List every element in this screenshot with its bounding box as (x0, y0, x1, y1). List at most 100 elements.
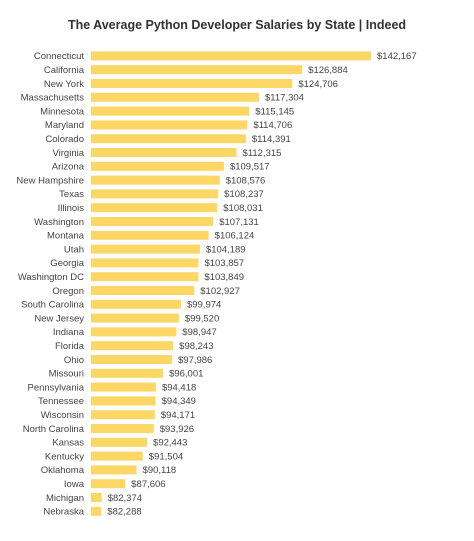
category-label-virginia: Virginia (52, 148, 84, 159)
bar-washington-dc (91, 272, 199, 282)
value-label-washington-dc: $103,849 (204, 272, 244, 283)
chart-title: The Average Python Developer Salaries by… (67, 18, 407, 32)
value-label-michigan: $82,374 (108, 493, 142, 504)
bar-oregon (91, 286, 195, 295)
bar-indiana (91, 327, 177, 337)
value-label-kentucky: $91,504 (149, 451, 183, 462)
value-label-oklahoma: $90,118 (143, 465, 177, 476)
value-label-wisconsin: $94,171 (161, 410, 195, 421)
category-label-tennessee: Tennessee (38, 396, 84, 407)
value-label-utah: $104,189 (206, 244, 246, 255)
category-label-new-jersey: New Jersey (34, 313, 84, 324)
bar-missouri (91, 368, 164, 378)
value-label-missouri: $96,001 (169, 369, 203, 380)
bar-utah (91, 244, 200, 254)
category-label-oklahoma: Oklahoma (41, 465, 85, 476)
category-label-indiana: Indiana (53, 327, 85, 338)
category-label-wisconsin: Wisconsin (41, 410, 84, 421)
value-label-florida: $98,243 (179, 341, 213, 352)
bar-kentucky (91, 451, 143, 461)
category-label-kentucky: Kentucky (45, 451, 84, 462)
category-label-montana: Montana (47, 231, 85, 242)
category-label-utah: Utah (64, 244, 84, 255)
bar-kansas (91, 437, 148, 447)
category-label-new-york: New York (44, 79, 84, 90)
bar-pennsylvania (91, 382, 156, 392)
bar-maryland (91, 120, 248, 130)
bar-massachusetts (91, 92, 260, 102)
value-label-south-carolina: $99,974 (187, 300, 221, 311)
category-label-colorado: Colorado (45, 134, 84, 145)
category-label-washington-dc: Washington DC (18, 272, 84, 283)
category-label-massachusetts: Massachusetts (21, 93, 85, 104)
bar-washington (91, 217, 214, 226)
bar-texas (91, 189, 219, 199)
bar-north-carolina (91, 424, 154, 433)
category-label-connecticut: Connecticut (34, 51, 85, 62)
value-label-north-carolina: $93,926 (160, 424, 194, 435)
value-label-washington: $107,131 (219, 217, 259, 228)
value-label-illinois: $108,031 (223, 203, 263, 214)
category-label-texas: Texas (59, 189, 84, 200)
category-label-kansas: Kansas (52, 438, 84, 449)
bar-colorado (91, 134, 246, 144)
bar-california (91, 65, 303, 75)
value-label-pennsylvania: $94,418 (162, 382, 196, 393)
bar-new-jersey (91, 313, 179, 323)
category-label-georgia: Georgia (50, 258, 85, 269)
bar-virginia (91, 148, 237, 157)
value-label-montana: $106,124 (215, 231, 255, 242)
bar-illinois (91, 203, 218, 213)
value-label-california: $126,884 (308, 65, 348, 76)
bar-wisconsin (91, 410, 155, 420)
bar-minnesota (91, 106, 250, 116)
category-label-new-hampshire: New Hampshire (16, 175, 84, 186)
value-label-new-hampshire: $108,576 (226, 175, 266, 186)
category-label-oregon: Oregon (52, 286, 84, 297)
value-label-oregon: $102,927 (200, 286, 240, 297)
value-label-maryland: $114,706 (253, 120, 292, 131)
value-label-virginia: $112,315 (243, 148, 282, 159)
bar-georgia (91, 258, 199, 268)
bar-montana (91, 230, 209, 240)
category-label-michigan: Michigan (46, 493, 84, 504)
value-label-connecticut: $142,167 (377, 51, 417, 62)
bar-connecticut (91, 51, 371, 61)
category-label-arizona: Arizona (52, 162, 85, 173)
value-label-arizona: $109,517 (230, 162, 270, 173)
category-label-maryland: Maryland (45, 120, 84, 131)
bar-nebraska (91, 506, 102, 516)
category-label-north-carolina: North Carolina (23, 424, 85, 435)
bar-michigan (91, 493, 102, 502)
value-label-new-jersey: $99,520 (185, 313, 219, 324)
bar-new-hampshire (91, 175, 220, 185)
category-label-south-carolina: South Carolina (21, 300, 85, 311)
category-label-nebraska: Nebraska (43, 507, 84, 518)
value-label-georgia: $103,857 (204, 258, 244, 269)
value-label-indiana: $98,947 (182, 327, 216, 338)
bar-iowa (91, 479, 126, 489)
value-label-colorado: $114,391 (252, 134, 291, 145)
value-label-iowa: $87,606 (131, 479, 165, 490)
bar-arizona (91, 161, 224, 171)
bar-florida (91, 341, 174, 351)
category-label-florida: Florida (55, 341, 85, 352)
category-label-iowa: Iowa (64, 479, 85, 490)
category-label-ohio: Ohio (64, 355, 84, 366)
category-label-pennsylvania: Pennsylvania (27, 382, 84, 393)
value-label-minnesota: $115,145 (255, 106, 294, 117)
category-label-california: California (44, 65, 85, 76)
category-label-washington: Washington (34, 217, 84, 228)
value-label-kansas: $92,443 (153, 438, 187, 449)
value-label-new-york: $124,706 (298, 79, 338, 90)
value-label-ohio: $97,986 (178, 355, 212, 366)
bar-tennessee (91, 396, 156, 406)
value-label-tennessee: $94,349 (162, 396, 196, 407)
category-label-minnesota: Minnesota (40, 106, 85, 117)
category-label-missouri: Missouri (49, 369, 84, 380)
value-label-nebraska: $82,288 (107, 507, 141, 518)
category-label-illinois: Illinois (58, 203, 85, 214)
bar-new-york (91, 79, 293, 88)
value-label-massachusetts: $117,304 (265, 93, 304, 104)
